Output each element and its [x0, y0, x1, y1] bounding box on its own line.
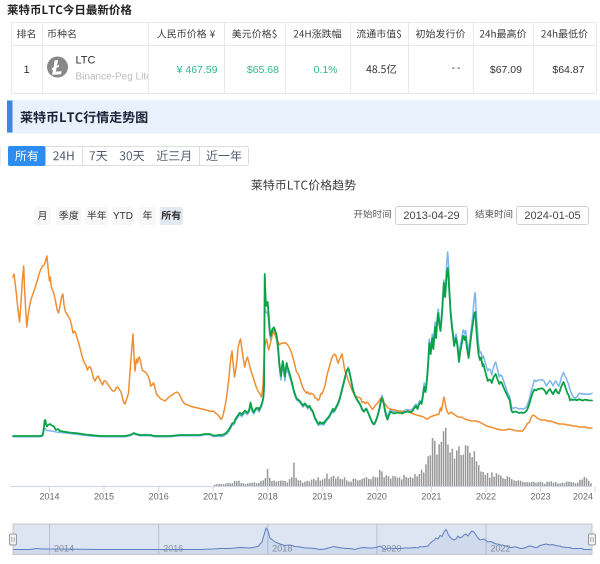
- svg-text:2014: 2014: [39, 492, 59, 502]
- svg-text:2020: 2020: [381, 544, 401, 554]
- svg-text:YTD: YTD: [113, 211, 133, 222]
- svg-text:--: --: [452, 62, 463, 74]
- svg-text:2015: 2015: [94, 492, 114, 502]
- svg-text:0.1%: 0.1%: [314, 64, 338, 76]
- svg-text:2016: 2016: [163, 544, 183, 554]
- svg-text:2023: 2023: [530, 492, 550, 502]
- svg-text:¥ 467.59: ¥ 467.59: [176, 64, 218, 76]
- svg-text:2017: 2017: [203, 492, 223, 502]
- svg-text:2018: 2018: [258, 492, 278, 502]
- svg-text:2019: 2019: [312, 492, 332, 502]
- svg-text:2024-01-05: 2024-01-05: [524, 210, 580, 222]
- svg-text:2022: 2022: [476, 492, 496, 502]
- svg-text:2022: 2022: [491, 544, 511, 554]
- svg-text:2018: 2018: [272, 544, 292, 554]
- svg-text:2016: 2016: [149, 492, 169, 502]
- svg-text:1: 1: [23, 64, 29, 76]
- svg-text:LTC: LTC: [76, 55, 96, 67]
- svg-text:2024: 2024: [573, 492, 593, 502]
- svg-text:2013-04-29: 2013-04-29: [403, 210, 459, 222]
- svg-text:2014: 2014: [54, 544, 74, 554]
- svg-text:Binance-Peg Lite: Binance-Peg Lite: [76, 72, 153, 83]
- svg-text:2021: 2021: [421, 492, 441, 502]
- svg-text:$67.09: $67.09: [490, 64, 522, 76]
- svg-text:2020: 2020: [367, 492, 387, 502]
- svg-text:$64.87: $64.87: [552, 64, 584, 76]
- svg-text:$65.68: $65.68: [247, 64, 279, 76]
